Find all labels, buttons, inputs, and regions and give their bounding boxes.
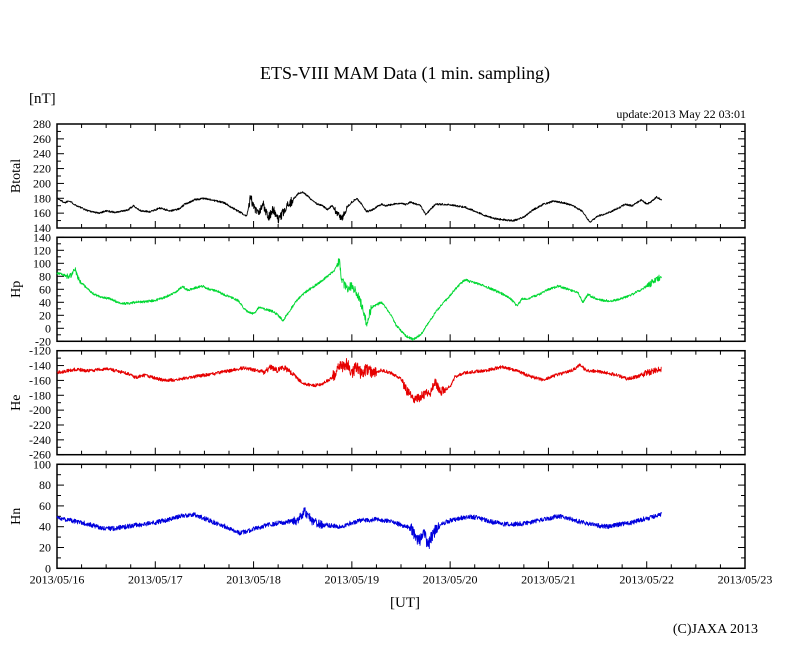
trace-btotal [56, 191, 662, 224]
y-tick-label: 120 [33, 243, 51, 257]
y-tick-label: 140 [33, 221, 51, 235]
panel-frame-he [56, 349, 746, 456]
panel-frame-btotal [56, 123, 746, 229]
y-tick-label: -20 [35, 334, 51, 348]
trace-he [56, 357, 662, 404]
x-tick-label: 2013/05/23 [718, 572, 773, 586]
y-tick-label: 60 [39, 282, 51, 296]
y-tick-label: 160 [33, 206, 51, 220]
y-tick-label: -160 [29, 373, 51, 387]
x-tick-label: 2013/05/22 [619, 572, 674, 586]
y-tick-label: -220 [29, 418, 51, 432]
y-tick-label: 40 [39, 295, 51, 309]
y-tick-label: 0 [45, 561, 51, 575]
y-tick-label: 260 [33, 132, 51, 146]
y-tick-label: -180 [29, 388, 51, 402]
y-units-label: [nT] [29, 91, 56, 107]
y-tick-label: 220 [33, 162, 51, 176]
x-tick-label: 2013/05/19 [325, 572, 380, 586]
y-tick-label: 240 [33, 147, 51, 161]
y-tick-label: -120 [29, 344, 51, 358]
x-tick-label: 2013/05/16 [30, 572, 85, 586]
y-tick-label: -140 [29, 359, 51, 373]
panel-frame-hn [56, 463, 746, 570]
y-tick-label: -260 [29, 448, 51, 462]
y-tick-label: 140 [33, 230, 51, 244]
x-tick-label: 2013/05/18 [226, 572, 281, 586]
y-tick-label: 200 [33, 176, 51, 190]
y-tick-label: 40 [39, 520, 51, 534]
y-tick-label: 80 [39, 269, 51, 283]
trace-hp [56, 258, 662, 341]
x-tick-label: 2013/05/20 [423, 572, 478, 586]
y-tick-label: 100 [33, 256, 51, 270]
update-timestamp: update:2013 May 22 03:01 [616, 107, 746, 121]
x-tick-label: 2013/05/21 [521, 572, 576, 586]
y-tick-label: 20 [39, 541, 51, 555]
copyright-notice: (C)JAXA 2013 [673, 622, 758, 637]
y-tick-label: 280 [33, 117, 51, 131]
y-tick-label: 60 [39, 499, 51, 513]
y-tick-label: -200 [29, 403, 51, 417]
y-tick-label: 80 [39, 478, 51, 492]
panel-ylabel-btotal: Btotal [9, 159, 24, 193]
panels-group: 140160180200220240260280Btotal-200204060… [9, 117, 772, 586]
y-tick-label: 0 [45, 321, 51, 335]
trace-hn [56, 507, 662, 550]
x-axis-label: [UT] [390, 595, 420, 611]
x-tick-label: 2013/05/17 [128, 572, 183, 586]
panel-ylabel-he: He [9, 395, 24, 411]
panel-ylabel-hp: Hp [9, 281, 24, 298]
y-tick-label: -240 [29, 433, 51, 447]
panel-ylabel-hn: Hn [9, 508, 24, 525]
chart-title: ETS-VIII MAM Data (1 min. sampling) [260, 63, 550, 84]
y-tick-label: 100 [33, 457, 51, 471]
y-tick-label: 20 [39, 308, 51, 322]
y-tick-label: 180 [33, 191, 51, 205]
